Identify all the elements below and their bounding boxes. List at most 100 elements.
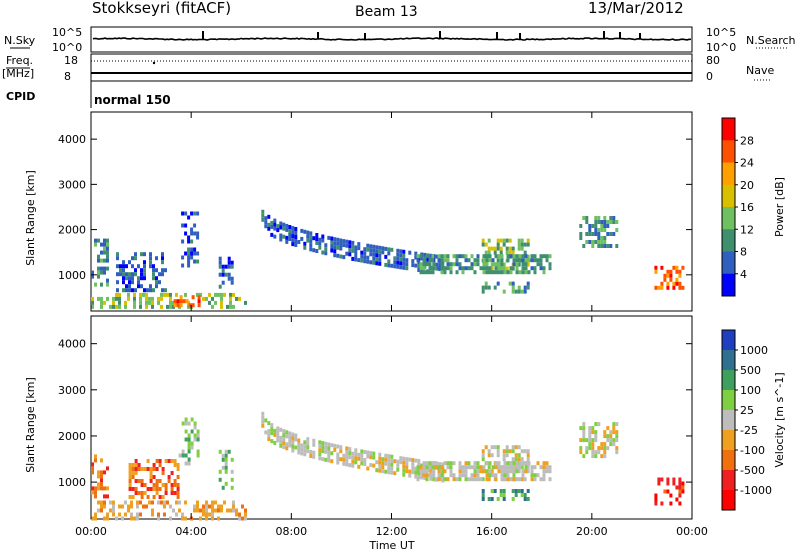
data-cell: [221, 280, 225, 285]
data-cell: [539, 266, 543, 271]
data-cell: [164, 491, 168, 495]
nsearch-label: N.Search: [746, 34, 796, 47]
data-cell: [524, 270, 528, 275]
data-cell: [387, 247, 391, 252]
data-cell: [512, 262, 516, 267]
data-cell: [372, 244, 376, 249]
data-cell: [149, 487, 153, 491]
data-cell: [455, 270, 459, 275]
data-cell: [666, 269, 670, 274]
colorbar-tick-label: 12: [740, 223, 754, 236]
data-cell: [660, 265, 664, 270]
data-cell: [612, 430, 616, 435]
data-cell: [291, 238, 295, 243]
data-cell: [227, 260, 231, 265]
data-cell: [211, 504, 214, 509]
data-cell: [220, 300, 223, 305]
data-cell: [148, 500, 151, 505]
data-cell: [131, 467, 135, 471]
data-cell: [218, 477, 222, 482]
data-cell: [515, 254, 519, 259]
data-cell: [229, 300, 232, 305]
data-cell: [336, 444, 340, 449]
data-cell: [440, 465, 444, 470]
data-cell: [94, 282, 97, 287]
data-cell: [100, 458, 103, 463]
data-cell: [378, 456, 382, 461]
data-cell: [515, 469, 519, 474]
data-cell: [342, 239, 346, 244]
data-cell: [420, 471, 424, 476]
data-cell: [597, 232, 601, 236]
data-cell: [511, 445, 515, 450]
data-cell: [515, 262, 519, 267]
data-cell: [145, 292, 148, 297]
data-cell: [452, 461, 456, 466]
data-cell: [137, 467, 141, 471]
data-cell: [205, 512, 208, 517]
data-cell: [485, 262, 489, 267]
data-cell: [166, 292, 169, 297]
data-cell: [517, 242, 521, 247]
data-cell: [357, 452, 361, 457]
data-cell: [146, 459, 150, 463]
data-cell: [285, 239, 289, 244]
data-cell: [116, 288, 119, 293]
data-cell: [312, 454, 316, 459]
data-cell: [170, 471, 174, 475]
colorbar-label: Velocity [m s^-1]: [773, 372, 786, 467]
data-cell: [387, 251, 391, 256]
data-cell: [384, 453, 388, 458]
data-cell: [282, 429, 286, 434]
data-cell: [121, 516, 124, 521]
data-cell: [381, 465, 385, 470]
data-cell: [288, 443, 292, 448]
data-cell: [672, 285, 676, 290]
data-cell: [369, 260, 373, 265]
data-cell: [464, 258, 468, 263]
data-cell: [600, 442, 604, 447]
data-cell: [288, 439, 292, 444]
data-cell: [542, 266, 546, 271]
data-cell: [187, 449, 191, 454]
data-cell: [161, 256, 164, 261]
data-cell: [378, 468, 382, 473]
data-cell: [170, 487, 174, 491]
data-cell: [603, 224, 607, 228]
data-cell: [169, 304, 172, 309]
data-cell: [606, 426, 610, 431]
data-cell: [351, 455, 355, 460]
colorbar-tick-label: 25: [740, 404, 754, 417]
data-cell: [357, 464, 361, 469]
data-cell: [654, 497, 658, 502]
data-cell: [505, 238, 509, 243]
data-cell: [330, 451, 334, 456]
nave-tick-bottom: 0: [706, 70, 713, 83]
data-cell: [588, 224, 592, 228]
data-cell: [230, 276, 234, 281]
data-cell: [455, 477, 459, 482]
data-cell: [315, 249, 319, 253]
data-cell: [579, 450, 583, 455]
data-cell: [438, 462, 442, 467]
data-cell: [196, 429, 200, 434]
data-cell: [458, 262, 462, 267]
data-cell: [230, 264, 234, 269]
data-cell: [354, 249, 358, 254]
data-cell: [264, 216, 268, 221]
data-cell: [420, 475, 424, 480]
data-cell: [264, 418, 268, 423]
data-cell: [511, 465, 515, 470]
data-cell: [161, 483, 165, 487]
data-cell: [196, 433, 200, 438]
data-cell: [481, 285, 485, 290]
data-cell: [443, 266, 447, 271]
data-cell: [128, 463, 132, 467]
data-cell: [119, 268, 122, 273]
data-cell: [151, 512, 154, 517]
data-cell: [521, 473, 525, 478]
data-cell: [218, 284, 222, 289]
colorbar-tick-label: -1000: [740, 484, 772, 497]
data-cell: [354, 257, 358, 262]
colorbar-swatch: [722, 330, 735, 351]
